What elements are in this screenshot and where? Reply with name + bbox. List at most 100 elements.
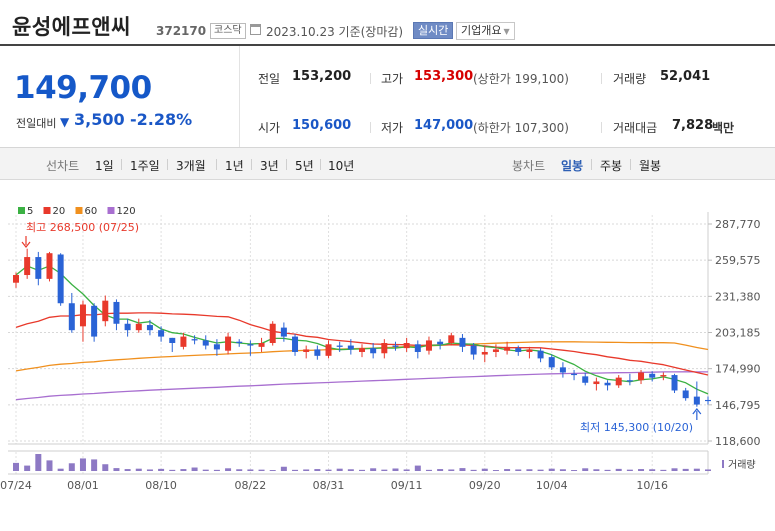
volume-bar (46, 460, 53, 471)
volume-bar (649, 469, 656, 471)
period-10y[interactable]: 10년 (328, 159, 355, 173)
candle (336, 341, 343, 352)
legend-swatch (18, 207, 25, 214)
candle-body (660, 375, 667, 377)
volume-bar (258, 469, 265, 471)
candle (347, 339, 354, 355)
candle-body (649, 373, 656, 378)
volume-bar (102, 464, 109, 471)
candle-body (68, 303, 75, 331)
candle (280, 322, 287, 342)
high-value: 153,300 (414, 69, 474, 84)
x-tick-label: 09/20 (469, 479, 501, 492)
x-tick-label: 09/11 (391, 479, 423, 492)
candle (258, 337, 265, 352)
candle (91, 303, 98, 342)
company-info-dropdown[interactable]: 기업개요 ▼ (456, 22, 515, 40)
candle (437, 339, 444, 350)
candle-body (336, 345, 343, 347)
volume-bar (13, 462, 19, 471)
down-triangle-icon: ▼ (60, 115, 70, 129)
ma20-line (15, 312, 709, 376)
candle (604, 380, 611, 391)
change-label: 전일대비 (16, 117, 57, 130)
candle-daily[interactable]: 일봉 (561, 159, 584, 173)
candle (492, 344, 499, 358)
low-value: 147,000 (414, 118, 474, 133)
divider (601, 122, 602, 133)
x-tick-label: 10/04 (536, 479, 568, 492)
candle-body (314, 349, 321, 356)
volume-bar (135, 468, 142, 471)
legend-swatch (43, 207, 51, 214)
candle (13, 272, 19, 288)
lower-limit: (하한가 107,300) (473, 121, 569, 135)
volume-bar (79, 458, 86, 471)
ma120-line (15, 371, 708, 401)
stock-code: 372170 (156, 24, 207, 38)
y-tick-label: 118,600 (715, 435, 761, 448)
candle-body (548, 357, 555, 368)
volume-bar (280, 466, 287, 471)
candle (124, 318, 131, 337)
candle-body (113, 301, 120, 324)
legend-label: 5 (27, 206, 33, 217)
volume-legend-label: 거래량 (728, 459, 756, 471)
divider (370, 122, 371, 133)
volume-bars: 거래량 (13, 454, 756, 471)
candle (470, 342, 477, 360)
high-arrow-head (21, 241, 31, 248)
candle (403, 337, 410, 352)
candle-body (459, 337, 466, 347)
divider (320, 159, 321, 170)
volume-bar (582, 468, 589, 471)
candle (649, 371, 656, 382)
high-annotation: 최고 268,500 (07/25) (26, 221, 139, 234)
period-5y[interactable]: 5년 (295, 159, 314, 173)
volume-bar (146, 469, 153, 471)
volume-bar (448, 469, 455, 471)
high-label: 고가 (381, 72, 404, 86)
stock-candlestick-chart[interactable]: 5 20 60 120 최고 268,500 (07/25) 최저 145,300 (1… (0, 196, 775, 531)
change-percent: -2.28% (130, 110, 193, 129)
candle-weekly[interactable]: 주봉 (600, 159, 623, 173)
candles (13, 248, 711, 407)
candle (381, 339, 388, 359)
chart-legend: 5 20 60 120 (18, 206, 136, 217)
annotations: 최고 268,500 (07/25) 최저 145,300 (10/20) (21, 221, 702, 434)
chart-period-toolbar: 선차트 1일 1주일 3개월 1년 3년 5년 10년 봉차트 일봉 주봉 월봉 (0, 148, 775, 180)
volume-bar (392, 468, 399, 471)
period-1w[interactable]: 1주일 (130, 159, 160, 173)
candle (225, 332, 232, 355)
x-tick-label: 08/31 (313, 479, 345, 492)
volume-bar (381, 469, 388, 471)
candle (504, 341, 511, 355)
volume-bar (481, 468, 488, 471)
change-value: 3,500 (74, 110, 125, 129)
candle-body (269, 323, 276, 343)
volume-bar (604, 469, 611, 471)
divider (370, 73, 371, 84)
candle-body (492, 349, 499, 352)
volume-bar (247, 469, 254, 471)
realtime-button[interactable]: 실시간 (413, 22, 454, 39)
divider (591, 159, 592, 170)
volume-bar (660, 469, 667, 471)
period-1d[interactable]: 1일 (95, 159, 114, 173)
candle-body (626, 380, 633, 382)
candle-body (537, 350, 544, 359)
candle (314, 345, 321, 360)
candle-monthly[interactable]: 월봉 (639, 159, 662, 173)
period-3y[interactable]: 3년 (260, 159, 279, 173)
prev-close-label: 전일 (258, 72, 281, 86)
date-value: 2023.10.23 (266, 25, 335, 39)
volume-bar (213, 469, 220, 471)
volume-bar (91, 459, 98, 471)
candle (615, 375, 622, 388)
candle (459, 334, 466, 352)
period-3m[interactable]: 3개월 (176, 159, 206, 173)
candle-body (146, 325, 153, 331)
candle-body (571, 373, 578, 376)
period-1y[interactable]: 1년 (225, 159, 244, 173)
candle (414, 340, 421, 359)
